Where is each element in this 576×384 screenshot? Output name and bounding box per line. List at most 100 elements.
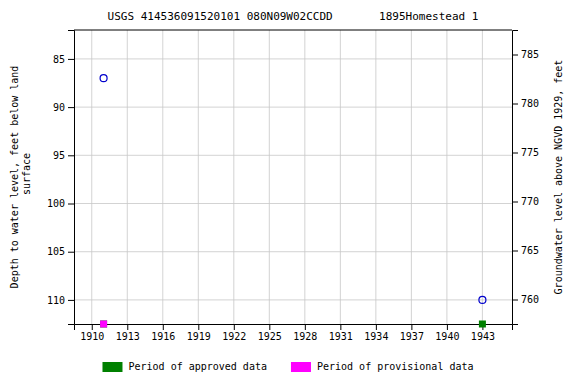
grid-line: [269, 30, 270, 324]
grid-line: [74, 299, 512, 300]
tick-label: 85: [53, 54, 65, 65]
tick-mark: [68, 59, 74, 60]
frame-line: [74, 30, 512, 31]
tick-mark: [512, 55, 518, 56]
tick: 1916: [151, 324, 175, 342]
tick-label: 1919: [187, 331, 211, 342]
tick-label: 765: [521, 245, 539, 256]
tick: 95: [53, 150, 74, 161]
tick-label: 775: [521, 147, 539, 158]
data-point: [479, 296, 486, 303]
tick-label: 1928: [293, 331, 317, 342]
tick-label: 110: [47, 295, 65, 306]
tick-label: 1910: [80, 331, 104, 342]
grid-line: [233, 30, 234, 324]
tick-label: 780: [521, 98, 539, 109]
tick: 1940: [435, 324, 459, 342]
data-point: [100, 75, 107, 82]
tick: 90: [53, 102, 74, 113]
grid-line: [74, 203, 512, 204]
tick: 785: [512, 49, 539, 60]
tick-label: 105: [47, 246, 65, 257]
tick-mark: [68, 300, 74, 301]
tick: 105: [47, 246, 74, 257]
tick-label: 1943: [471, 331, 495, 342]
tick: 1928: [293, 324, 317, 342]
grid-line: [375, 30, 376, 324]
tick-mark: [92, 324, 93, 330]
tick: 1922: [222, 324, 246, 342]
tick: 765: [512, 245, 539, 256]
legend: Period of approved data Period of provisi…: [102, 361, 473, 372]
tick: 1937: [400, 324, 424, 342]
tick: 1919: [187, 324, 211, 342]
grid-line: [127, 30, 128, 324]
title: USGS 414536091520101 080N09W02CCDD 1895H…: [108, 10, 479, 23]
tick-label: 95: [53, 150, 65, 161]
axis-line: [513, 31, 519, 325]
period-marker: [100, 321, 107, 328]
tick-mark: [68, 252, 74, 253]
tick: 100: [47, 198, 74, 209]
period-marker: [479, 321, 486, 328]
tick-mark: [68, 107, 74, 108]
legend-label: Period of provisional data: [317, 361, 474, 372]
grid-line: [340, 30, 341, 324]
legend-swatch: [102, 362, 122, 372]
tick-label: 785: [521, 49, 539, 60]
tick-mark: [340, 324, 341, 330]
tick-mark: [376, 324, 377, 330]
y-axis-title-line: Depth to water level, feet below land: [9, 66, 20, 289]
tick: 85: [53, 54, 74, 65]
grid-line: [74, 58, 512, 59]
tick-mark: [305, 324, 306, 330]
grid-line: [162, 30, 163, 324]
tick-label: 1916: [151, 331, 175, 342]
tick: 110: [47, 295, 74, 306]
grid-line: [304, 30, 305, 324]
tick-mark: [127, 324, 128, 330]
tick-mark: [512, 202, 518, 203]
tick-mark: [512, 104, 518, 105]
marks: [100, 75, 486, 304]
tick-label: 1934: [364, 331, 388, 342]
tick-mark: [447, 324, 448, 330]
y-axis: 85 90 95 100 105 110: [47, 31, 75, 325]
tick-label: 1922: [222, 331, 246, 342]
tick-mark: [198, 324, 199, 330]
grid-line: [411, 30, 412, 324]
tick-label: 100: [47, 198, 65, 209]
legend-item: Period of provisional data: [291, 361, 474, 372]
tick-label: 90: [53, 102, 65, 113]
tick-label: 1937: [400, 331, 424, 342]
tick-mark: [411, 324, 412, 330]
y2-axis: 785780775770765760: [512, 31, 539, 325]
tick: 1913: [116, 324, 140, 342]
grid-line: [91, 30, 92, 324]
tick-label: 1931: [329, 331, 353, 342]
tick-label: 770: [521, 196, 539, 207]
chart: 1910191319161919192219251928193119341937…: [0, 0, 576, 384]
tick-mark: [234, 324, 235, 330]
grid-line: [74, 251, 512, 252]
legend-item: Period of approved data: [102, 361, 266, 372]
tick: 775: [512, 147, 539, 158]
legend-swatch: [291, 362, 311, 372]
axis-line: [68, 31, 75, 325]
tick-label: 1940: [435, 331, 459, 342]
tick-mark: [163, 324, 164, 330]
tick: 1934: [364, 324, 388, 342]
plot: 1910191319161919192219251928193119341937…: [47, 30, 539, 342]
tick-mark: [68, 204, 74, 205]
tick-mark: [269, 324, 270, 330]
tick: 780: [512, 98, 539, 109]
tick-label: 1913: [116, 331, 140, 342]
edge-marks: [100, 321, 486, 328]
x-axis: 1910191319161919192219251928193119341937…: [75, 324, 513, 342]
grid-line: [74, 107, 512, 108]
grid-line: [198, 30, 199, 324]
tick: 770: [512, 196, 539, 207]
grid: [74, 30, 512, 324]
y-axis-title: Depth to water level, feet below land su…: [9, 66, 32, 289]
tick-mark: [512, 251, 518, 252]
